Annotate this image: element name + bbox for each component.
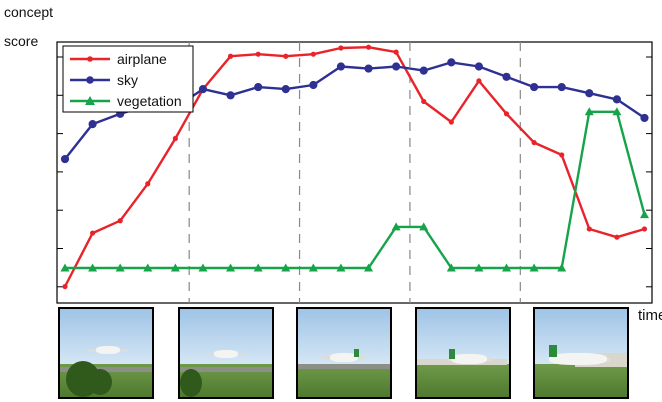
point-sky xyxy=(474,62,484,71)
point-sky xyxy=(198,85,208,94)
point-vegetation xyxy=(336,263,346,272)
point-vegetation xyxy=(170,263,180,272)
point-vegetation xyxy=(198,263,208,272)
point-vegetation xyxy=(60,263,70,272)
point-airplane xyxy=(255,51,261,57)
point-sky xyxy=(60,154,70,164)
x-axis-label: time xyxy=(638,307,662,324)
point-vegetation xyxy=(446,263,456,272)
point-vegetation xyxy=(143,263,153,272)
point-vegetation xyxy=(115,263,125,272)
point-vegetation xyxy=(88,263,98,272)
point-vegetation xyxy=(557,263,567,272)
point-vegetation xyxy=(474,263,484,272)
point-airplane xyxy=(586,226,592,232)
point-sky xyxy=(530,82,539,92)
point-vegetation xyxy=(308,263,318,272)
point-airplane xyxy=(172,135,178,142)
point-airplane xyxy=(117,218,123,224)
point-airplane xyxy=(421,98,427,105)
legend-marker-airplane xyxy=(87,56,93,62)
video-frame-1 xyxy=(58,307,154,399)
point-sky xyxy=(557,82,566,92)
point-sky xyxy=(612,95,621,104)
point-vegetation xyxy=(502,263,512,272)
series-line-vegetation xyxy=(65,110,646,270)
point-sky xyxy=(419,66,428,75)
point-vegetation xyxy=(612,107,622,116)
point-vegetation xyxy=(364,263,374,272)
point-vegetation xyxy=(584,107,594,116)
point-sky xyxy=(447,58,456,67)
point-sky xyxy=(281,85,290,94)
point-sky xyxy=(585,89,594,98)
point-sky xyxy=(336,62,346,71)
legend-label-airplane: airplane xyxy=(117,51,167,67)
point-vegetation xyxy=(639,210,649,219)
point-airplane xyxy=(310,51,316,57)
point-airplane xyxy=(365,44,372,50)
point-airplane xyxy=(503,111,510,117)
point-airplane xyxy=(145,181,151,187)
point-vegetation xyxy=(391,222,401,231)
series-line-airplane xyxy=(63,46,645,288)
legend-marker-vegetation xyxy=(85,96,95,105)
plot-frame xyxy=(56,41,653,304)
point-airplane xyxy=(448,119,454,125)
point-vegetation xyxy=(253,263,263,272)
point-sky xyxy=(88,119,97,129)
video-frame-5 xyxy=(533,307,629,399)
point-sky xyxy=(309,80,318,90)
point-airplane xyxy=(641,226,648,232)
y-axis-label-line2: score xyxy=(4,33,39,49)
point-sky xyxy=(502,72,511,81)
point-sky xyxy=(226,91,235,100)
point-sky xyxy=(640,113,649,123)
concept-score-chart: airplane sky vegetation xyxy=(56,41,653,304)
point-airplane xyxy=(89,230,96,236)
point-sky xyxy=(392,62,401,71)
point-vegetation xyxy=(281,263,291,272)
point-vegetation xyxy=(226,263,236,272)
point-airplane xyxy=(338,45,344,51)
point-airplane xyxy=(559,152,565,158)
point-sky xyxy=(254,82,263,92)
video-frame-3 xyxy=(296,307,392,399)
y-axis-label-line1: concept xyxy=(4,4,54,20)
point-airplane xyxy=(393,49,399,55)
legend-label-sky: sky xyxy=(117,72,138,88)
point-vegetation xyxy=(529,263,539,272)
point-airplane xyxy=(283,53,289,59)
video-frame-4 xyxy=(415,307,511,399)
point-airplane xyxy=(476,78,482,84)
point-sky xyxy=(364,64,373,73)
video-frame-2 xyxy=(178,307,274,399)
point-airplane xyxy=(62,283,68,290)
point-airplane xyxy=(531,139,537,146)
point-airplane xyxy=(614,234,620,240)
legend-label-vegetation: vegetation xyxy=(117,93,182,109)
point-airplane xyxy=(227,53,234,59)
point-vegetation xyxy=(419,222,429,231)
legend-marker-sky xyxy=(86,76,94,84)
